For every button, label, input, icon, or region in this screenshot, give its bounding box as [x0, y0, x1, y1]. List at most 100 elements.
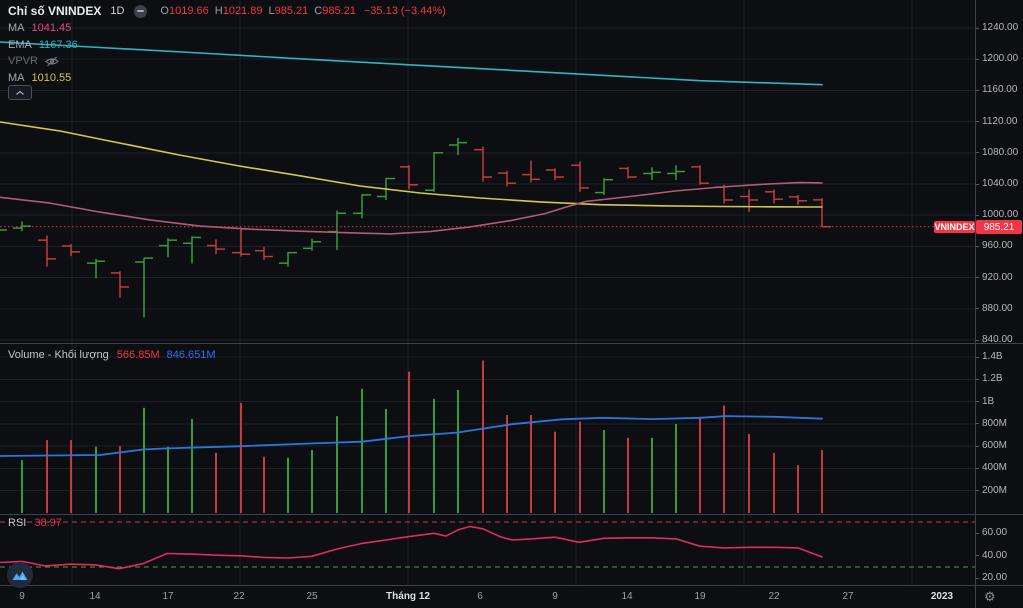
rsi-legend-label: RSI	[8, 517, 27, 529]
candlesticks	[0, 137, 831, 318]
volume-axis-label-tick	[975, 357, 979, 358]
price-axis-label: 840.00	[982, 334, 1013, 345]
volume-axis-label: 600M	[982, 440, 1008, 452]
price-axis-label-tick	[975, 28, 979, 29]
price-axis-label: 1120.00	[982, 115, 1018, 127]
rsi-bands	[0, 521, 975, 568]
current-price-badge: 985.21	[976, 220, 1022, 234]
time-axis-label: 14	[621, 591, 633, 602]
volume-axis-label-tick	[975, 446, 979, 447]
volume-value: 566.85M	[116, 349, 160, 361]
time-axis-label: 27	[842, 591, 854, 602]
volume-axis-label-tick	[975, 490, 979, 491]
minus-circle-icon[interactable]	[134, 4, 148, 18]
price-axis-label: 1240.00	[982, 22, 1019, 33]
price-axis-label: 1200.00	[982, 53, 1019, 65]
price-axis-label-tick	[975, 340, 979, 341]
ma-yellow-line	[0, 121, 823, 208]
volume-legend[interactable]: Volume - Khối lượng 566.85M 846.651M	[8, 349, 216, 361]
volume-axis-label: 400M	[982, 462, 1008, 474]
rsi-axis-label: 20.00	[982, 572, 1008, 584]
rsi-axis-label-tick	[975, 555, 979, 556]
time-axis-label: 22	[768, 591, 780, 602]
rsi-line	[0, 525, 823, 570]
rsi-axis-label: 40.00	[982, 549, 1008, 561]
ema-line	[0, 41, 823, 86]
ma-pink-line	[0, 181, 823, 235]
gear-icon[interactable]: ⚙	[984, 589, 996, 604]
rsi-axis-label-tick	[975, 533, 979, 534]
low-label: L	[268, 5, 275, 17]
indicator-label: EMA	[8, 38, 32, 51]
volume-bars	[21, 360, 823, 513]
rsi-axis-label-tick	[975, 578, 979, 579]
volume-ma-line	[0, 415, 823, 457]
close-value: 985.21	[322, 5, 356, 17]
price-axis-label: 1000.00	[982, 209, 1019, 221]
time-axis-label: 6	[477, 591, 483, 602]
eye-off-icon	[45, 56, 59, 66]
indicator-label: VPVR	[8, 55, 38, 67]
price-axis-label-tick	[975, 308, 979, 309]
symbol-title[interactable]: Chỉ số VNINDEX	[8, 4, 102, 18]
volume-axis-label: 800M	[982, 417, 1008, 429]
volume-ma-value: 846.651M	[166, 349, 216, 361]
open-label: O	[160, 5, 169, 17]
high-label: H	[214, 5, 223, 17]
price-axis-label-tick	[975, 215, 979, 216]
volume-axis-label: 1.4B	[982, 351, 1003, 363]
low-value: 985.21	[274, 5, 309, 17]
chart-header: Chỉ số VNINDEX 1D O1019.66 H1021.89 L985.2…	[8, 3, 446, 19]
indicator-value: 1010.55	[31, 71, 72, 84]
price-axis-label-tick	[975, 246, 979, 247]
time-axis-label: 2023	[930, 591, 954, 602]
indicator-row-ma[interactable]: MA 1041.45	[8, 21, 71, 35]
indicator-row-ma-2[interactable]: MA 1010.55	[8, 71, 71, 85]
open-value: 1019.66	[168, 5, 209, 17]
volume-axis-label: 1B	[982, 395, 995, 407]
indicator-label: MA	[8, 22, 25, 34]
volume-axis-label-tick	[975, 379, 979, 380]
price-axis-label-tick	[975, 59, 979, 60]
price-axis-label-tick	[975, 277, 979, 278]
price-axis-label: 1040.00	[982, 178, 1019, 189]
rsi-axis-label: 60.00	[982, 527, 1008, 539]
ohlc-readout: O1019.66 H1021.89 L985.21 C985.21 −35.13 (−3…	[160, 5, 445, 17]
volume-axis-label: 1.2B	[982, 373, 1003, 385]
price-axis-label-tick	[975, 184, 979, 185]
indicator-row-ema[interactable]: EMA 1167.36	[8, 38, 78, 52]
indicator-value: 1041.45	[31, 22, 72, 34]
price-line-symbol-badge: VNINDEX	[934, 221, 975, 233]
price-axis-label-tick	[975, 152, 979, 153]
price-axis-label: 1080.00	[982, 146, 1019, 158]
collapse-legend-button[interactable]	[8, 85, 32, 100]
time-axis-label: 14	[89, 591, 101, 602]
indicator-row-vpvr[interactable]: VPVR	[8, 54, 59, 68]
change-value: −35.13 (−3.44%)	[363, 5, 446, 17]
price-axis-label: 880.00	[982, 302, 1013, 314]
volume-axis-label-tick	[975, 468, 979, 469]
close-label: C	[314, 5, 323, 17]
time-axis-label: 9	[552, 591, 558, 602]
price-axis-label-tick	[975, 90, 979, 91]
time-axis-label: 19	[694, 591, 706, 602]
indicator-value: 1167.36	[38, 38, 78, 51]
volume-axis-label-tick	[975, 401, 979, 402]
time-axis-label: 25	[306, 591, 318, 602]
rsi-legend[interactable]: RSI 38.97	[8, 517, 62, 529]
volume-axis-label-tick	[975, 423, 979, 424]
indicator-label: MA	[8, 71, 25, 84]
time-axis-label: 17	[162, 591, 174, 602]
gridlines	[0, 0, 975, 585]
high-value: 1021.89	[222, 5, 263, 17]
logo-icon[interactable]	[7, 562, 33, 588]
interval-label[interactable]: 1D	[110, 5, 125, 17]
time-axis-label: 22	[233, 591, 245, 602]
time-axis-label: 9	[19, 591, 25, 602]
price-axis-label-tick	[975, 121, 979, 122]
price-axis-label: 1160.00	[982, 84, 1018, 96]
volume-legend-label: Volume - Khối lượng	[8, 349, 109, 361]
